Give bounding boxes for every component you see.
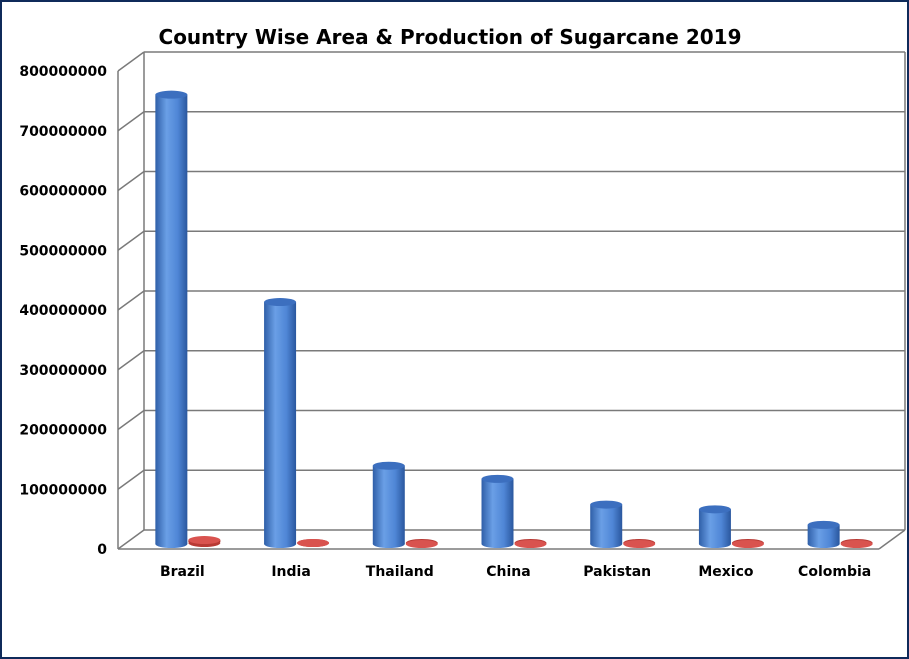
bar-primary-thailand-body — [372, 465, 405, 544]
gridline-diagonal — [117, 230, 145, 251]
bar-secondary-top — [731, 540, 764, 548]
x-tick-label: Mexico — [698, 564, 754, 580]
x-tick-label: Pakistan — [583, 564, 651, 580]
y-tick-label: 100000000 — [19, 482, 107, 498]
bar-primary-mexico — [698, 505, 731, 548]
bar-secondary-top — [297, 539, 330, 548]
y-tick-label: 400000000 — [19, 303, 107, 319]
bar-primary-china-body — [481, 478, 514, 544]
bar-secondary-pakistan — [623, 539, 656, 548]
bar-primary-mexico-top — [698, 505, 731, 514]
bar-primary-thailand — [372, 461, 405, 548]
bar-primary-mexico-base — [698, 540, 731, 548]
bar-primary-pakistan-body — [590, 504, 623, 544]
chart-title: Country Wise Area & Production of Sugarc… — [159, 25, 742, 49]
bar-primary-colombia — [807, 520, 840, 548]
bar-primary-colombia-top — [807, 520, 840, 529]
gridlines — [117, 51, 905, 550]
bar-secondary-top — [405, 540, 438, 548]
bar-primary-india-base — [264, 540, 297, 548]
gridline-diagonal — [117, 111, 145, 132]
y-axis-ticks: 0 100000000 200000000 300000000 400000000 500… — [19, 64, 107, 558]
y-tick-label: 800000000 — [19, 64, 107, 80]
x-tick-label: India — [271, 564, 310, 580]
bars — [155, 90, 873, 548]
y-tick-label: 300000000 — [19, 363, 107, 379]
bar-secondary-top — [623, 540, 656, 548]
bar-secondary-colombia — [840, 539, 873, 548]
bar-primary-india — [264, 298, 297, 548]
y-tick-label: 500000000 — [19, 243, 107, 259]
y-tick-label: 700000000 — [19, 124, 107, 140]
plot-walls — [117, 52, 906, 550]
bar-primary-brazil-top — [155, 90, 188, 99]
bar-primary-pakistan — [590, 500, 623, 548]
bar-secondary-brazil — [188, 536, 221, 547]
y-tick-label: 600000000 — [19, 184, 107, 200]
bar-secondary-mexico — [731, 539, 764, 548]
bar-secondary-top — [840, 540, 873, 548]
gridline-diagonal — [117, 170, 145, 192]
gridline-diagonal — [117, 350, 145, 371]
bar-primary-india-top — [264, 298, 297, 307]
bar-secondary-thailand — [405, 539, 438, 548]
bar-primary-pakistan-base — [590, 540, 623, 548]
x-axis-ticks: Brazil India Thailand China Pakistan Mexico Co… — [160, 564, 871, 580]
bar-primary-india-body — [264, 302, 297, 544]
bar-primary-china-base — [481, 540, 514, 548]
bar-primary-brazil-body — [155, 94, 188, 545]
x-tick-label: Brazil — [160, 564, 205, 580]
gridline-diagonal — [117, 469, 145, 490]
bar-primary-china-top — [481, 474, 514, 483]
bar-primary-brazil-base — [155, 540, 188, 548]
bar-secondary-top — [188, 536, 221, 545]
bar-primary-brazil — [155, 90, 188, 548]
bar-primary-colombia-base — [807, 540, 840, 548]
gridline-diagonal — [117, 290, 145, 311]
bar-primary-colombia-body — [807, 524, 840, 544]
y-tick-label: 200000000 — [19, 423, 107, 439]
bar-primary-thailand-base — [372, 540, 405, 548]
x-tick-label: China — [486, 564, 530, 580]
gridline-diagonal — [117, 529, 145, 550]
gridline-diagonal — [117, 51, 145, 72]
y-tick-label: 0 — [97, 542, 107, 558]
x-tick-label: Colombia — [798, 564, 871, 580]
bar-primary-pakistan-top — [590, 500, 623, 509]
bar-secondary-india — [297, 539, 330, 548]
bar-primary-china — [481, 474, 514, 548]
bar-primary-thailand-top — [372, 461, 405, 470]
bar-primary-mexico-body — [698, 509, 731, 544]
floor-right-edge — [878, 529, 906, 550]
x-tick-label: Thailand — [366, 564, 434, 580]
gridline-diagonal — [117, 409, 145, 431]
bar-secondary-top — [514, 540, 547, 548]
bar-secondary-china — [514, 539, 547, 548]
